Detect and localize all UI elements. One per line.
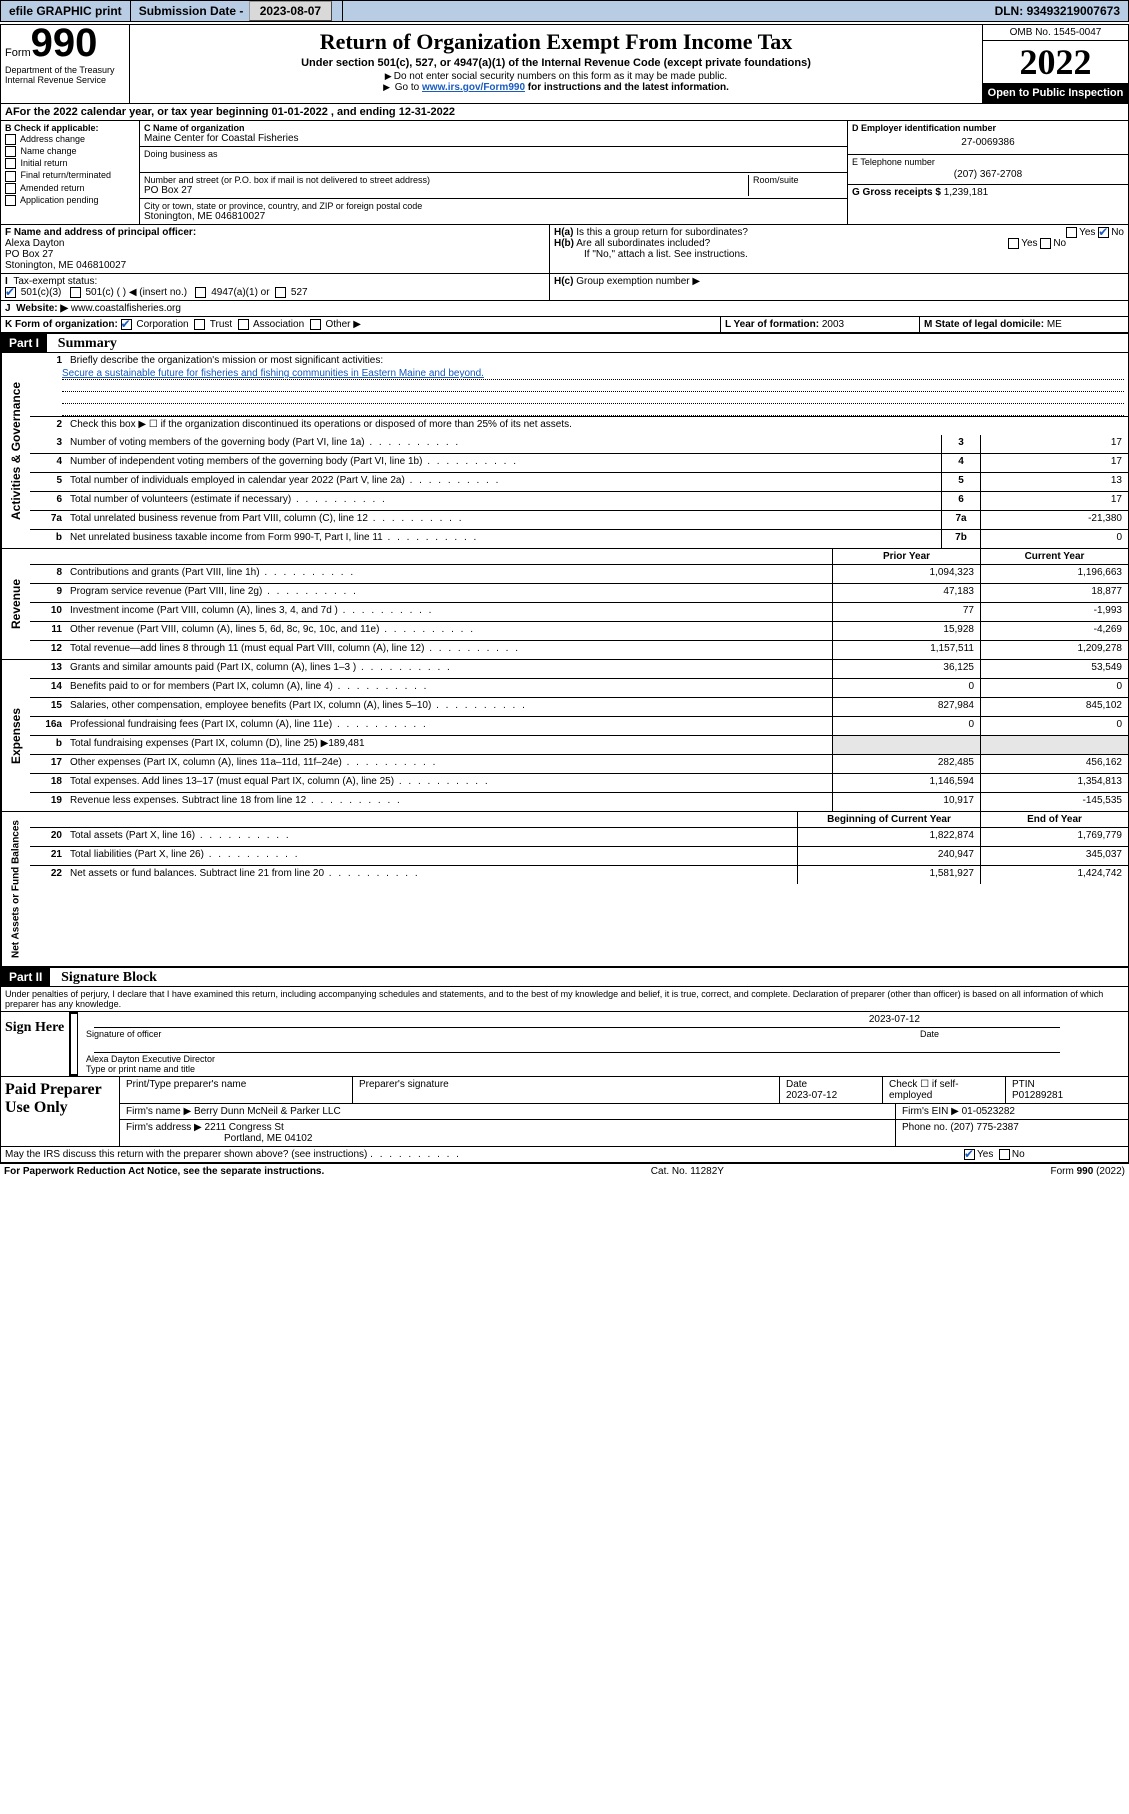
table-row: 12Total revenue—add lines 8 through 11 (… — [30, 641, 1128, 659]
table-row: 16aProfessional fundraising fees (Part I… — [30, 717, 1128, 736]
submission-date-button[interactable]: 2023-08-07 — [249, 1, 332, 21]
part2-header: Part II Signature Block — [1, 967, 1128, 987]
table-row: 14Benefits paid to or for members (Part … — [30, 679, 1128, 698]
dln-cell: DLN: 93493219007673 — [987, 1, 1128, 21]
street: PO Box 27 — [144, 185, 748, 196]
table-row: 4Number of independent voting members of… — [30, 454, 1128, 473]
table-row: 3Number of voting members of the governi… — [30, 435, 1128, 454]
firm-name: Berry Dunn McNeil & Parker LLC — [194, 1106, 341, 1117]
note-goto: Go to www.irs.gov/Form990 for instructio… — [138, 82, 974, 93]
table-row: 10Investment income (Part VIII, column (… — [30, 603, 1128, 622]
line-j: J Website: ▶ www.coastalfisheries.org — [1, 301, 1128, 317]
col-de: D Employer identification number 27-0069… — [848, 121, 1128, 224]
website: www.coastalfisheries.org — [71, 303, 181, 314]
top-bar: efile GRAPHIC print Submission Date - 20… — [0, 0, 1129, 22]
form-word: Form — [5, 47, 31, 59]
table-row: 20Total assets (Part X, line 16)1,822,87… — [30, 828, 1128, 847]
irs-link[interactable]: www.irs.gov/Form990 — [422, 82, 525, 93]
org-name: Maine Center for Coastal Fisheries — [144, 133, 843, 144]
table-row: bNet unrelated business taxable income f… — [30, 530, 1128, 548]
table-row: 19Revenue less expenses. Subtract line 1… — [30, 793, 1128, 811]
table-row: 8Contributions and grants (Part VIII, li… — [30, 565, 1128, 584]
table-row: 18Total expenses. Add lines 13–17 (must … — [30, 774, 1128, 793]
table-row: 17Other expenses (Part IX, column (A), l… — [30, 755, 1128, 774]
table-row: 15Salaries, other compensation, employee… — [30, 698, 1128, 717]
side-activities: Activities & Governance — [1, 353, 30, 548]
preparer-block: Paid Preparer Use Only Print/Type prepar… — [1, 1077, 1128, 1147]
checkbox-amended-return[interactable]: Amended return — [5, 183, 135, 194]
table-row: 5Total number of individuals employed in… — [30, 473, 1128, 492]
checkbox-address-change[interactable]: Address change — [5, 134, 135, 145]
checkbox-name-change[interactable]: Name change — [5, 146, 135, 157]
table-row: 22Net assets or fund balances. Subtract … — [30, 866, 1128, 884]
form-title: Return of Organization Exempt From Incom… — [138, 29, 974, 55]
page-footer: For Paperwork Reduction Act Notice, see … — [0, 1164, 1129, 1179]
open-inspection: Open to Public Inspection — [983, 83, 1128, 103]
ein: 27-0069386 — [852, 133, 1124, 152]
checkbox-initial-return[interactable]: Initial return — [5, 158, 135, 169]
checkbox-application-pending[interactable]: Application pending — [5, 195, 135, 206]
table-row: 21Total liabilities (Part X, line 26)240… — [30, 847, 1128, 866]
form-header: Form990 Department of the Treasury Inter… — [1, 25, 1128, 104]
tax-year: 2022 — [983, 41, 1128, 83]
submission-cell: Submission Date - 2023-08-07 — [131, 1, 343, 21]
table-row: 13Grants and similar amounts paid (Part … — [30, 660, 1128, 679]
city-state-zip: Stonington, ME 046810027 — [144, 211, 843, 222]
side-expenses: Expenses — [1, 660, 30, 811]
note-ssn: Do not enter social security numbers on … — [138, 71, 974, 82]
efile-label: efile GRAPHIC print — [1, 1, 131, 21]
side-revenue: Revenue — [1, 549, 30, 659]
perjury-declaration: Under penalties of perjury, I declare th… — [1, 987, 1128, 1012]
table-row: 11Other revenue (Part VIII, column (A), … — [30, 622, 1128, 641]
table-row: 6Total number of volunteers (estimate if… — [30, 492, 1128, 511]
part1-header: Part I Summary — [1, 333, 1128, 353]
phone: (207) 367-2708 — [852, 167, 1124, 182]
table-row: 7aTotal unrelated business revenue from … — [30, 511, 1128, 530]
checkbox-final-return-terminated[interactable]: Final return/terminated — [5, 170, 135, 181]
mission-text[interactable]: Secure a sustainable future for fisherie… — [62, 368, 1124, 380]
dept-label: Department of the Treasury Internal Reve… — [5, 65, 125, 85]
line-f-h: F Name and address of principal officer:… — [1, 225, 1128, 274]
table-row: 9Program service revenue (Part VIII, lin… — [30, 584, 1128, 603]
form-subtitle: Under section 501(c), 527, or 4947(a)(1)… — [138, 57, 974, 69]
line-klm: K Form of organization: Corporation Trus… — [1, 317, 1128, 333]
line-a: A For the 2022 calendar year, or tax yea… — [1, 104, 1128, 121]
officer-name: Alexa Dayton Executive Director — [86, 1054, 1120, 1064]
side-netassets: Net Assets or Fund Balances — [1, 812, 30, 966]
gross-receipts: 1,239,181 — [944, 187, 989, 198]
line-i: I Tax-exempt status: 501(c)(3) 501(c) ( … — [1, 274, 1128, 301]
form-number: 990 — [31, 21, 98, 65]
sign-block: Sign Here 2023-07-12 Signature of office… — [1, 1012, 1128, 1077]
table-row: bTotal fundraising expenses (Part IX, co… — [30, 736, 1128, 755]
omb-number: OMB No. 1545-0047 — [983, 25, 1128, 41]
entity-block: B Check if applicable: Address change Na… — [1, 121, 1128, 225]
discuss-line: May the IRS discuss this return with the… — [1, 1147, 1128, 1163]
col-c: C Name of organization Maine Center for … — [140, 121, 848, 224]
col-b: B Check if applicable: Address change Na… — [1, 121, 140, 224]
